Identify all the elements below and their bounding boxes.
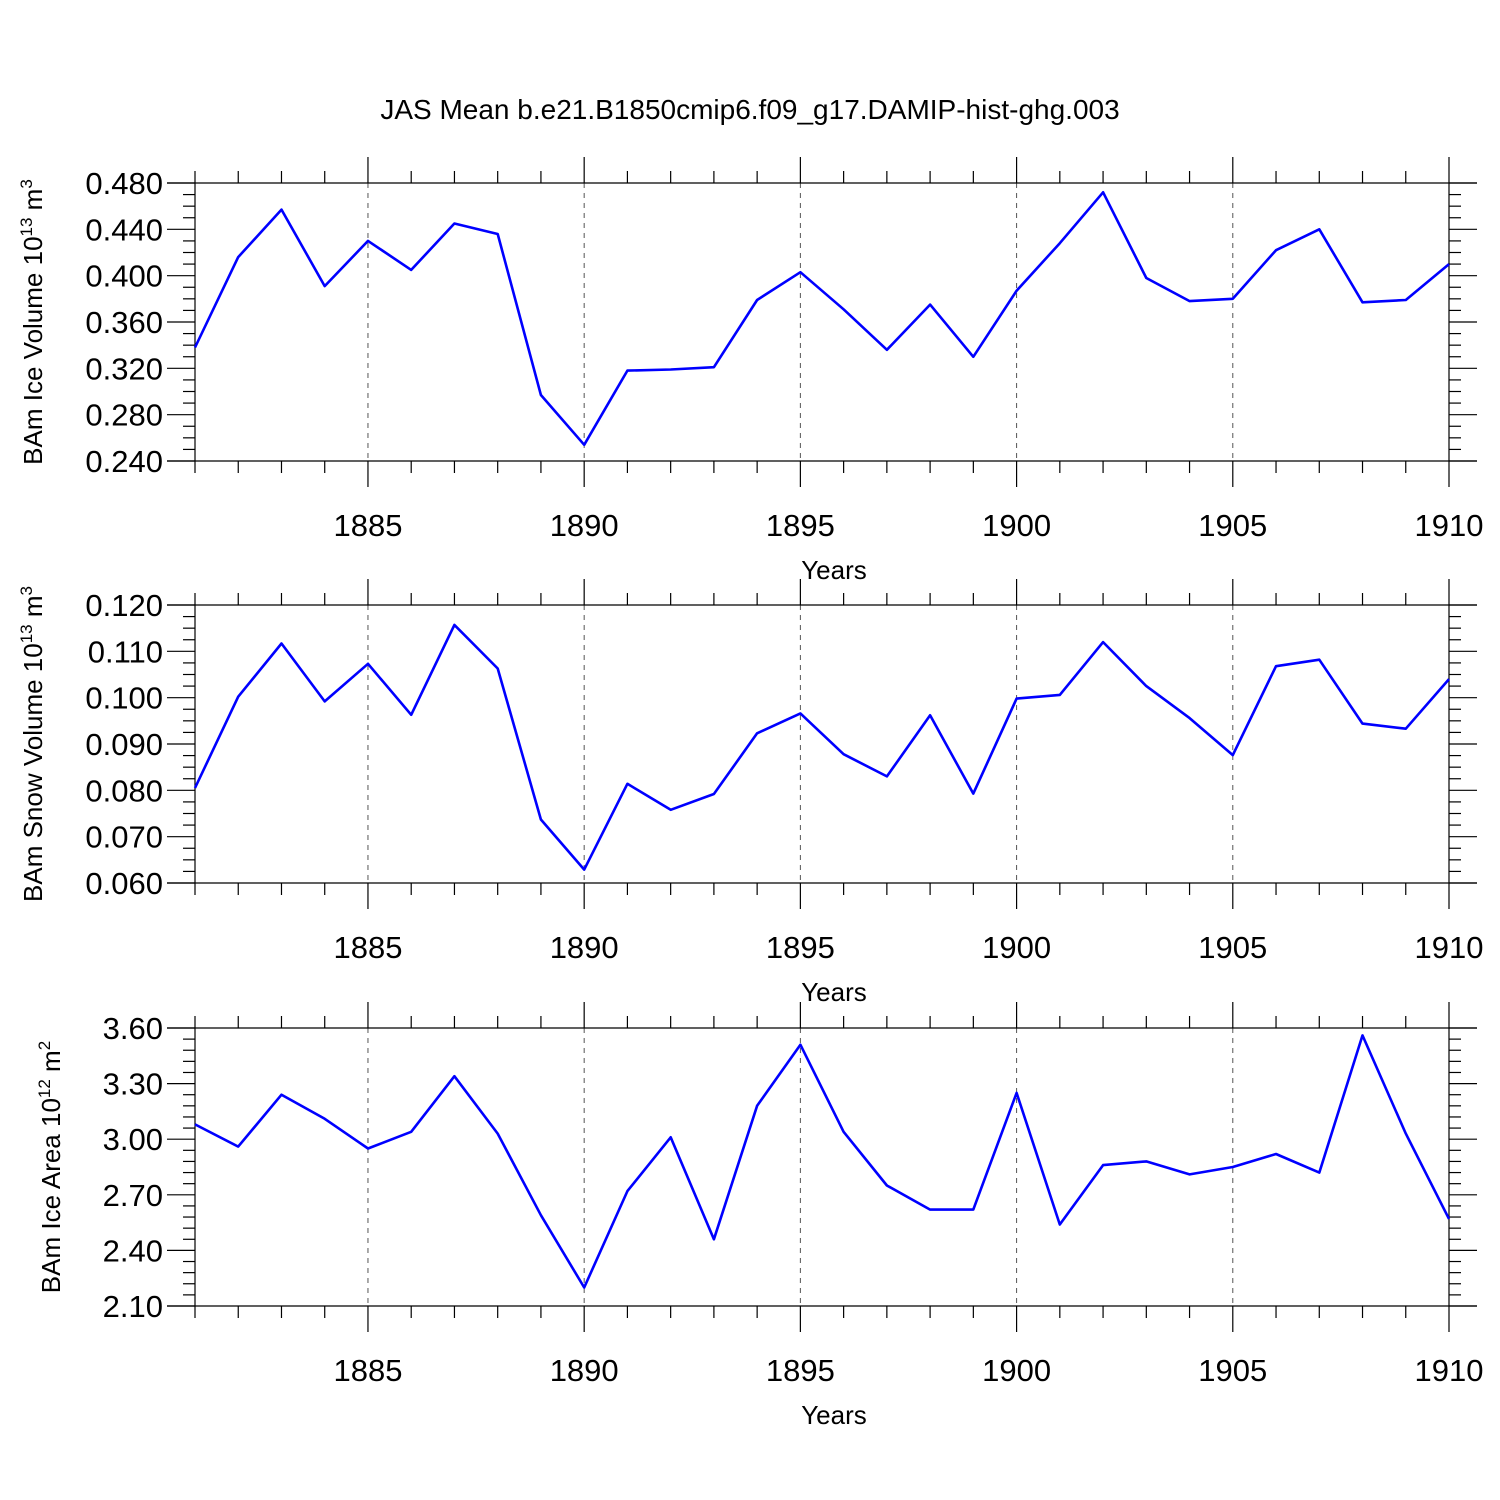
x-tick-label: 1900 [982,508,1051,543]
series-line [194,1034,1451,1289]
x-tick-label: 1905 [1198,930,1267,965]
x-tick-label: 1895 [766,508,835,543]
x-tick-label: 1885 [333,1353,402,1388]
x-tick-label: 1890 [550,930,619,965]
y-tick-label: 0.360 [85,305,163,340]
panel-3: 2.10 2.40 2.70 3.00 3.30 3.60 1885 1890 1895 1900… [35,1002,1483,1430]
y-tick-label: 0.080 [85,773,163,808]
series-line [193,623,1450,871]
x-tick-label: 1905 [1198,1353,1267,1388]
y-tick-label: 0.320 [85,351,163,386]
y-axis-title-text: BAm Snow Volume 10 [18,643,48,902]
y-axis-title-unit-exponent: 3 [17,179,36,188]
y-axis-title: BAm Snow Volume 1013 m3 [17,586,48,902]
x-tick-label: 1910 [1415,1353,1484,1388]
y-tick-label: 2.70 [103,1178,163,1213]
y-axis-title-exponent: 13 [17,624,36,643]
y-axis-title-exponent: 12 [35,1079,54,1098]
y-axis-title-unit: m [36,1050,66,1079]
x-tick-label: 1895 [766,930,835,965]
x-tick-label: 1885 [333,508,402,543]
y-axis-title-unit-exponent: 2 [35,1041,54,1050]
x-tick-label: 1895 [766,1353,835,1388]
y-tick-label: 0.110 [88,634,163,669]
y-tick-label: 0.120 [85,588,163,623]
y-axis-title: BAm Ice Area 1012 m2 [35,1041,66,1293]
y-tick-label: 0.060 [85,866,163,901]
y-tick-label: 3.00 [103,1122,163,1157]
x-axis-title: Years [801,555,867,585]
y-tick-label: 0.090 [85,727,163,762]
y-axis-title-text: BAm Ice Area 10 [36,1098,66,1293]
x-tick-label: 1890 [550,1353,619,1388]
x-tick-label: 1900 [982,930,1051,965]
y-tick-label: 0.400 [85,259,163,294]
panel-2: 0.060 0.070 0.080 0.090 0.100 0.110 0.120 1885 1… [17,579,1483,1007]
y-tick-label: 0.480 [85,166,163,201]
x-axis-title: Years [801,1400,867,1430]
x-tick-label: 1910 [1415,508,1484,543]
y-axis-title-exponent: 13 [17,218,36,237]
y-tick-label: 2.10 [103,1289,163,1324]
x-tick-label: 1905 [1198,508,1267,543]
x-axis-title: Years [801,977,867,1007]
chart-title: JAS Mean b.e21.B1850cmip6.f09_g17.DAMIP-… [380,94,1119,125]
x-tick-label: 1900 [982,1353,1051,1388]
panel-1: 0.240 0.280 0.320 0.360 0.400 0.440 0.480 1885 1… [17,157,1483,585]
x-tick-label: 1885 [333,930,402,965]
y-axis-title-unit: m [18,189,48,218]
y-axis-title-unit-exponent: 3 [17,586,36,595]
x-tick-label: 1890 [550,508,619,543]
series-line [193,191,1450,447]
y-tick-label: 0.280 [85,398,163,433]
y-tick-label: 0.440 [85,212,163,247]
y-tick-label: 2.40 [103,1233,163,1268]
y-tick-label: 0.070 [85,820,163,855]
y-tick-label: 0.100 [85,681,163,716]
y-axis-title-text: BAm Ice Volume 10 [18,236,48,464]
y-axis-title: BAm Ice Volume 1013 m3 [17,179,48,465]
y-tick-label: 3.30 [103,1067,163,1102]
y-axis-title-unit: m [18,595,48,624]
x-tick-label: 1910 [1415,930,1484,965]
y-tick-label: 3.60 [103,1011,163,1046]
y-tick-label: 0.240 [85,444,163,479]
